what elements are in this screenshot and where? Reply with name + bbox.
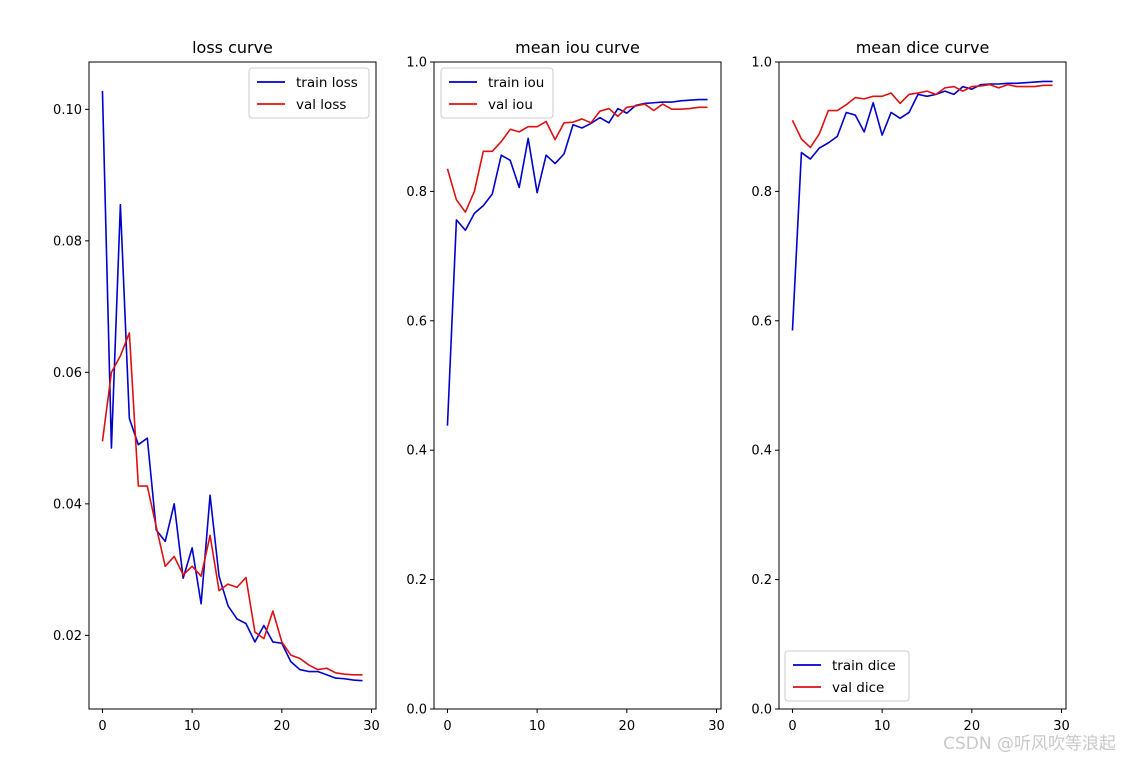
x-tick-label: 10 (529, 719, 546, 734)
x-tick-label: 30 (363, 719, 380, 734)
y-tick-label: 0.10 (53, 103, 82, 118)
chart-title: loss curve (192, 38, 273, 57)
legend-label: train dice (832, 658, 896, 674)
y-tick-label: 0.8 (751, 185, 772, 200)
legend-box (440, 67, 554, 119)
legend: train loss val loss (248, 67, 370, 119)
y-tick-label: 0.6 (751, 314, 772, 329)
y-tick-label: 1.0 (751, 56, 772, 71)
axes-frame (433, 61, 722, 710)
x-tick-label: 20 (964, 719, 981, 734)
series-line-train-loss (101, 90, 363, 682)
y-tick-label: 0.8 (406, 185, 427, 200)
legend: train iou val iou (440, 67, 554, 119)
legend-label: train loss (296, 75, 358, 91)
chart-title: mean iou curve (515, 38, 640, 57)
legend-label: val dice (832, 680, 884, 696)
series-line-train-iou (446, 98, 708, 426)
chart-panel-3: mean dice curve 0 10 20 30 0.0 0.2 0.4 0.6 0.8 1.0… (751, 38, 1069, 734)
x-tick-label: 20 (619, 719, 636, 734)
x-tick-label: 0 (788, 719, 796, 734)
x-tick-label: 10 (874, 719, 891, 734)
series-line-val-loss (101, 332, 363, 676)
series-line-train-dice (791, 80, 1053, 331)
chart-panel-1: loss curve 0 10 20 30 0.02 0.04 0.06 0.08 0.10 tra… (53, 38, 380, 734)
y-tick-label: 0.08 (53, 234, 82, 249)
y-tick-label: 0.02 (53, 629, 82, 644)
y-tick-label: 0.6 (406, 314, 427, 329)
legend: train dice val dice (784, 650, 910, 702)
y-tick-label: 1.0 (406, 56, 427, 71)
y-tick-label: 0.06 (53, 366, 82, 381)
axes-frame (88, 61, 377, 710)
series-line-val-dice (791, 83, 1053, 149)
chart-title: mean dice curve (856, 38, 990, 57)
legend-box (784, 650, 910, 702)
x-tick-label: 10 (184, 719, 201, 734)
x-tick-label: 20 (274, 719, 291, 734)
y-tick-label: 0.2 (751, 573, 772, 588)
y-tick-label: 0.4 (406, 444, 427, 459)
chart-panel-2: mean iou curve 0 10 20 30 0.0 0.2 0.4 0.6 0.8 1.0 t… (406, 38, 724, 734)
x-tick-label: 30 (1053, 719, 1070, 734)
series-line-val-iou (446, 103, 708, 213)
axes-frame (778, 61, 1067, 710)
y-tick-label: 0.04 (53, 497, 82, 512)
x-tick-label: 30 (708, 719, 725, 734)
y-tick-label: 0.4 (751, 444, 772, 459)
y-tick-label: 0.0 (406, 703, 427, 718)
legend-label: val iou (488, 97, 533, 113)
legend-label: train iou (488, 75, 544, 91)
x-tick-label: 0 (443, 719, 451, 734)
y-tick-label: 0.0 (751, 703, 772, 718)
watermark: CSDN @听风吹等浪起 (943, 734, 1116, 754)
y-tick-label: 0.2 (406, 573, 427, 588)
legend-label: val loss (296, 97, 346, 113)
x-tick-label: 0 (98, 719, 106, 734)
legend-box (248, 67, 370, 119)
